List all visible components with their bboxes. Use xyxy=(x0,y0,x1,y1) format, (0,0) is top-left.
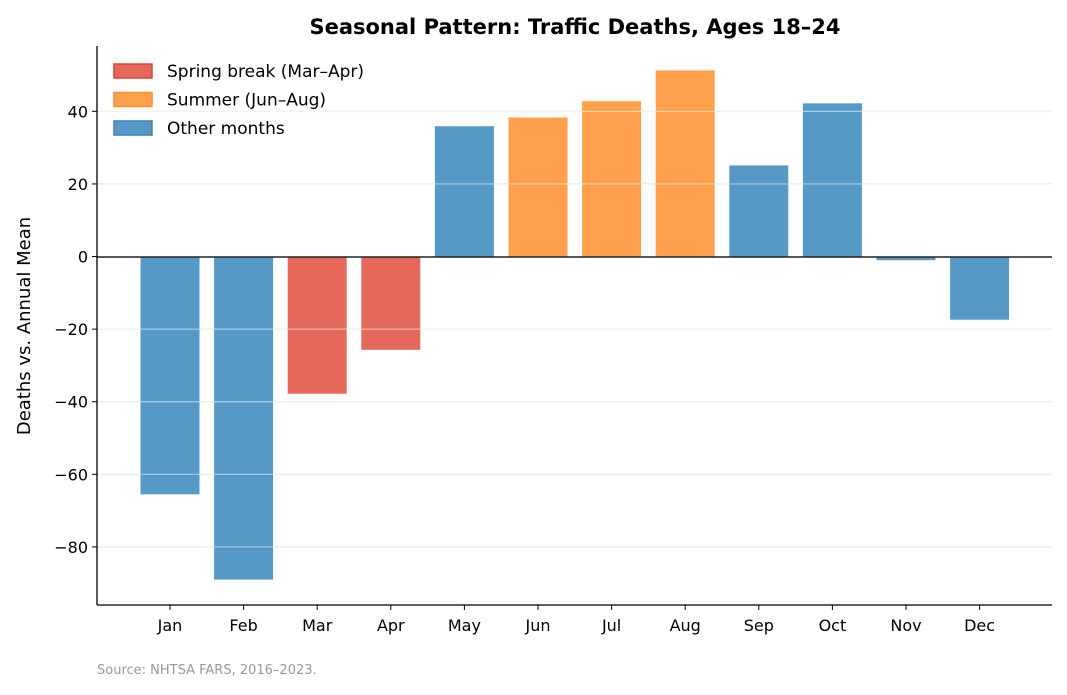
x-tick-label: Aug xyxy=(670,616,701,635)
x-tick-label: Jul xyxy=(601,616,621,635)
bar-jul xyxy=(582,101,642,257)
bar-feb xyxy=(214,256,274,580)
axes xyxy=(96,46,1052,606)
bar-apr xyxy=(361,256,421,350)
x-tick-label: Dec xyxy=(964,616,995,635)
bar-may xyxy=(434,126,494,257)
y-ticks: −80 −60 −40 −20 0 20 40 xyxy=(54,102,97,557)
legend-label-spring: Spring break (Mar–Apr) xyxy=(167,62,364,82)
bar-dec xyxy=(950,256,1010,320)
legend-swatch-summer xyxy=(113,91,153,108)
y-tick-label: −60 xyxy=(54,465,88,484)
y-tick-label: 20 xyxy=(68,175,88,194)
y-tick-label: 40 xyxy=(68,102,88,121)
legend-label-other: Other months xyxy=(167,119,285,139)
chart-title: Seasonal Pattern: Traffic Deaths, Ages 1… xyxy=(309,15,840,39)
bar-sep xyxy=(729,165,789,257)
legend-swatch-spring xyxy=(113,63,153,79)
legend: Spring break (Mar–Apr) Summer (Jun–Aug) Ot… xyxy=(113,62,364,139)
y-tick-label: −40 xyxy=(54,393,88,412)
legend-swatch-other xyxy=(113,120,153,136)
x-tick-label: Jan xyxy=(157,616,183,635)
bar-jun xyxy=(508,117,568,257)
bar-oct xyxy=(802,103,862,257)
x-tick-label: Sep xyxy=(744,616,774,635)
bar-mar xyxy=(287,256,347,394)
y-tick-label: −20 xyxy=(54,320,88,339)
bar-jan xyxy=(140,256,200,495)
source-note: Source: NHTSA FARS, 2016–2023. xyxy=(97,663,317,678)
bar-nov xyxy=(876,256,936,261)
x-tick-label: Feb xyxy=(229,616,257,635)
legend-label-summer: Summer (Jun–Aug) xyxy=(167,91,326,111)
x-tick-label: Jun xyxy=(525,616,551,635)
x-tick-label: May xyxy=(448,616,481,635)
bar-aug xyxy=(655,70,715,257)
y-tick-label: −80 xyxy=(54,538,88,557)
x-tick-label: Mar xyxy=(302,616,333,635)
x-tick-label: Oct xyxy=(819,616,847,635)
y-axis-label: Deaths vs. Annual Mean xyxy=(14,217,35,435)
x-ticks: Jan Feb Mar Apr May Jun Jul Aug Sep Oct Nov Dec xyxy=(157,605,995,635)
y-tick-label: 0 xyxy=(78,248,88,267)
bars xyxy=(97,70,1052,580)
x-tick-label: Apr xyxy=(377,616,405,635)
x-tick-label: Nov xyxy=(890,616,921,635)
